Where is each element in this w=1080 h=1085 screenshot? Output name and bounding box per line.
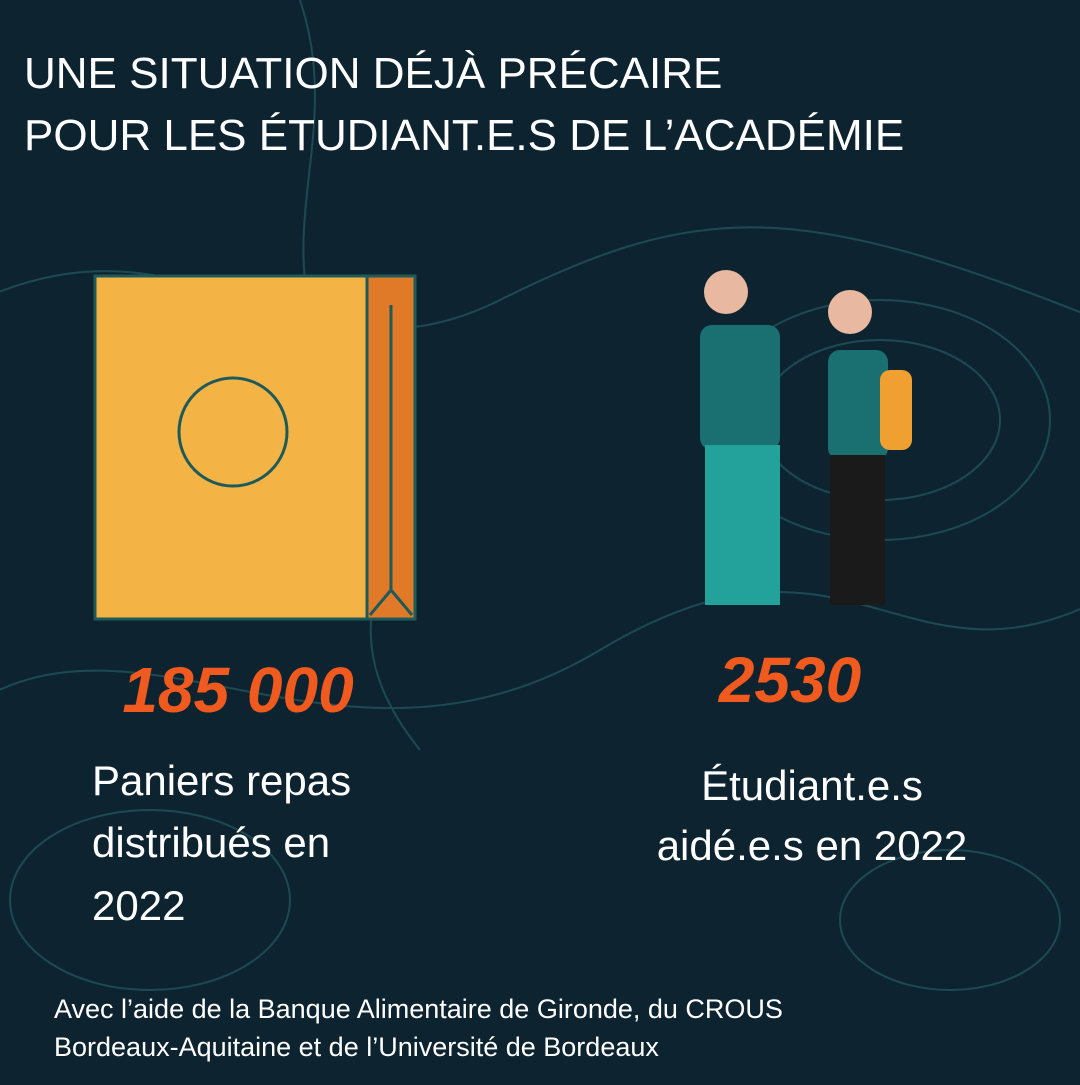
stat-number: 2530 [718,644,861,716]
stat-number: 185 000 [122,654,353,726]
stat-label: 2022 [92,882,185,929]
bag-icon [93,274,417,621]
footer-line: Bordeaux-Aquitaine et de l’Université de… [54,1032,659,1062]
footer-line: Avec l’aide de la Banque Alimentaire de … [54,994,783,1024]
stat-label: Paniers repas [92,757,351,804]
title-line: POUR LES ÉTUDIANT.E.S DE L’ACADÉMIE [24,111,904,160]
stat-label: distribués en [92,819,330,866]
title-line: UNE SITUATION DÉJÀ PRÉCAIRE [24,49,722,98]
stat-label: Étudiant.e.s [701,762,923,809]
stat-label: aidé.e.s en 2022 [657,822,968,869]
students-icon [700,270,912,605]
